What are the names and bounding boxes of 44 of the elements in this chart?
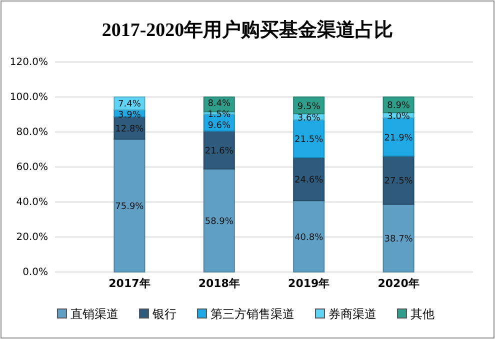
bar xyxy=(203,168,235,272)
data-label: 8.9% xyxy=(387,100,410,111)
y-tick-label: 120.0% xyxy=(10,57,48,68)
data-label: 3.9% xyxy=(118,110,142,120)
bar xyxy=(382,204,414,272)
y-tick-label: 40.0% xyxy=(16,197,48,208)
data-label: 3.0% xyxy=(387,112,410,122)
legend-label: 其他 xyxy=(410,307,434,321)
legend-label: 券商渠道 xyxy=(328,307,376,321)
data-label: 38.7% xyxy=(384,234,414,245)
legend-label: 第三方销售渠道 xyxy=(210,307,294,321)
x-tick-label: 2019年 xyxy=(288,277,330,290)
x-tick-label: 2017年 xyxy=(108,277,150,290)
bar xyxy=(293,119,325,158)
data-label: 1.5% xyxy=(208,110,232,120)
bar xyxy=(203,130,235,170)
data-label: 3.6% xyxy=(297,113,321,124)
data-label: 24.6% xyxy=(294,176,324,186)
data-label: 12.8% xyxy=(115,124,144,134)
y-tick-label: 80.0% xyxy=(16,127,48,138)
y-tick-label: 100.0% xyxy=(10,92,48,104)
bar xyxy=(293,157,325,202)
y-tick-label: 0.0% xyxy=(22,267,48,278)
data-label: 21.5% xyxy=(294,135,324,146)
data-label: 58.9% xyxy=(204,216,234,227)
data-label: 21.9% xyxy=(384,133,414,144)
bar xyxy=(293,200,325,272)
legend-label: 直销渠道 xyxy=(70,307,118,321)
data-label: 9.6% xyxy=(208,120,232,131)
data-label: 8.4% xyxy=(208,98,232,109)
y-tick-label: 20.0% xyxy=(16,232,48,244)
bar xyxy=(382,156,414,205)
data-label: 40.8% xyxy=(294,232,324,243)
bar xyxy=(114,138,146,272)
data-label: 7.4% xyxy=(118,99,142,110)
y-tick-label: 60.0% xyxy=(16,162,48,174)
chart-title: 2017-2020年用户购买基金渠道占比 xyxy=(102,19,394,41)
x-tick-label: 2020年 xyxy=(378,277,420,290)
data-label: 27.5% xyxy=(384,176,414,187)
x-tick-label: 2018年 xyxy=(198,277,240,290)
data-label: 9.5% xyxy=(297,102,321,112)
data-label: 21.6% xyxy=(204,146,234,157)
data-label: 75.9% xyxy=(115,202,144,212)
legend-label: 银行 xyxy=(152,307,176,321)
